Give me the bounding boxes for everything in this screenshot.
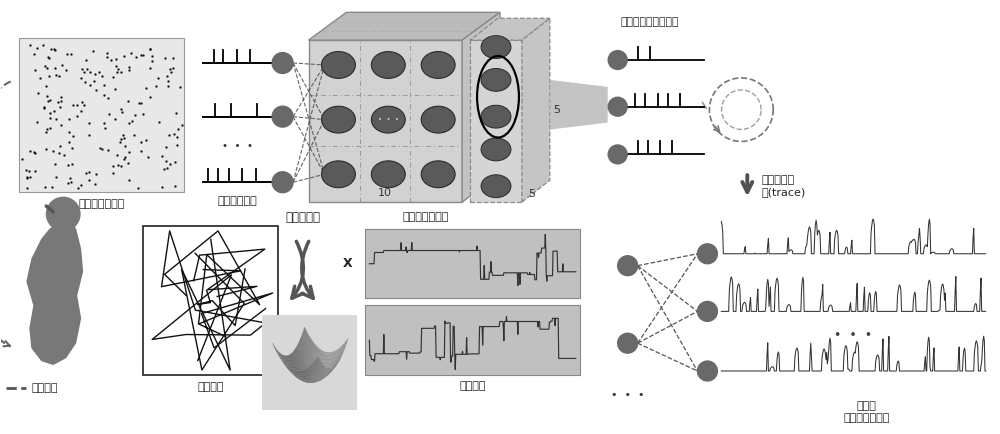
Ellipse shape xyxy=(321,106,355,133)
Ellipse shape xyxy=(321,161,355,187)
Circle shape xyxy=(618,256,638,276)
Circle shape xyxy=(272,106,293,127)
Text: 5: 5 xyxy=(553,105,560,115)
Circle shape xyxy=(608,145,627,164)
Ellipse shape xyxy=(321,52,355,79)
Polygon shape xyxy=(309,12,500,40)
Circle shape xyxy=(697,302,717,321)
Polygon shape xyxy=(550,80,608,130)
Ellipse shape xyxy=(421,161,455,187)
Ellipse shape xyxy=(371,161,405,187)
Polygon shape xyxy=(470,40,522,202)
Text: 最小化残差: 最小化残差 xyxy=(285,211,320,224)
Text: 运动区脉冲信号: 运动区脉冲信号 xyxy=(78,199,125,209)
Text: •  •  •: • • • xyxy=(222,141,253,151)
Polygon shape xyxy=(309,40,462,202)
Circle shape xyxy=(618,333,638,353)
Text: 连接突触: 连接突触 xyxy=(31,383,58,393)
Bar xyxy=(19,38,184,192)
Circle shape xyxy=(697,361,717,381)
Text: X: X xyxy=(343,257,352,270)
Ellipse shape xyxy=(371,106,405,133)
Ellipse shape xyxy=(481,138,511,161)
Ellipse shape xyxy=(481,175,511,197)
Ellipse shape xyxy=(421,52,455,79)
Polygon shape xyxy=(470,18,550,40)
Ellipse shape xyxy=(421,106,455,133)
Polygon shape xyxy=(522,18,550,202)
Text: 10: 10 xyxy=(378,188,392,198)
Circle shape xyxy=(608,51,627,69)
Ellipse shape xyxy=(481,69,511,91)
Text: Y: Y xyxy=(343,334,352,347)
Circle shape xyxy=(46,197,81,231)
Text: 真实轨迹: 真实轨迹 xyxy=(197,382,224,392)
Circle shape xyxy=(272,53,293,73)
Text: •  •  •: • • • xyxy=(378,117,399,123)
Circle shape xyxy=(697,244,717,264)
Circle shape xyxy=(608,97,627,116)
Polygon shape xyxy=(26,216,83,365)
Text: 输出层
（多任务输出）: 输出层 （多任务输出） xyxy=(843,401,890,423)
Text: 中间层内部循环连接: 中间层内部循环连接 xyxy=(620,17,679,27)
Text: •  •  •: • • • xyxy=(834,329,873,342)
Text: 5: 5 xyxy=(528,189,535,199)
Circle shape xyxy=(272,172,293,193)
Bar xyxy=(365,229,580,299)
Ellipse shape xyxy=(371,52,405,79)
Bar xyxy=(143,226,278,375)
Text: •  •  •: • • • xyxy=(611,390,644,400)
Text: 预测轨迹: 预测轨迹 xyxy=(459,381,486,391)
Text: 中间层（水池）: 中间层（水池） xyxy=(402,212,448,222)
Polygon shape xyxy=(462,12,500,202)
Bar xyxy=(365,306,580,375)
Ellipse shape xyxy=(481,105,511,128)
Text: 表征液态为
迹(trace): 表征液态为 迹(trace) xyxy=(761,175,806,197)
Ellipse shape xyxy=(481,36,511,59)
Text: 输入层神经元: 输入层神经元 xyxy=(218,196,258,206)
